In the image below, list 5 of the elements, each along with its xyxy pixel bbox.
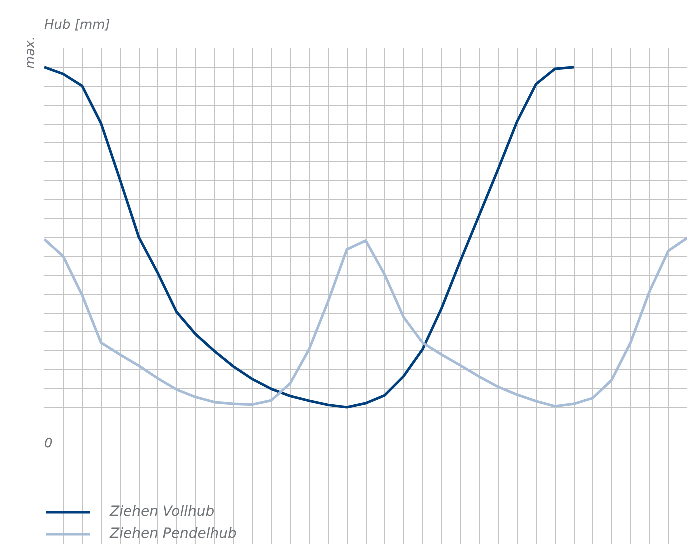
legend-label: Ziehen Pendelhub bbox=[110, 526, 237, 542]
text: max. bbox=[24, 36, 38, 69]
chart-title: Hub [mm] bbox=[44, 18, 110, 33]
text: 0 bbox=[44, 436, 53, 452]
legend-label: Ziehen Vollhub bbox=[110, 504, 215, 520]
